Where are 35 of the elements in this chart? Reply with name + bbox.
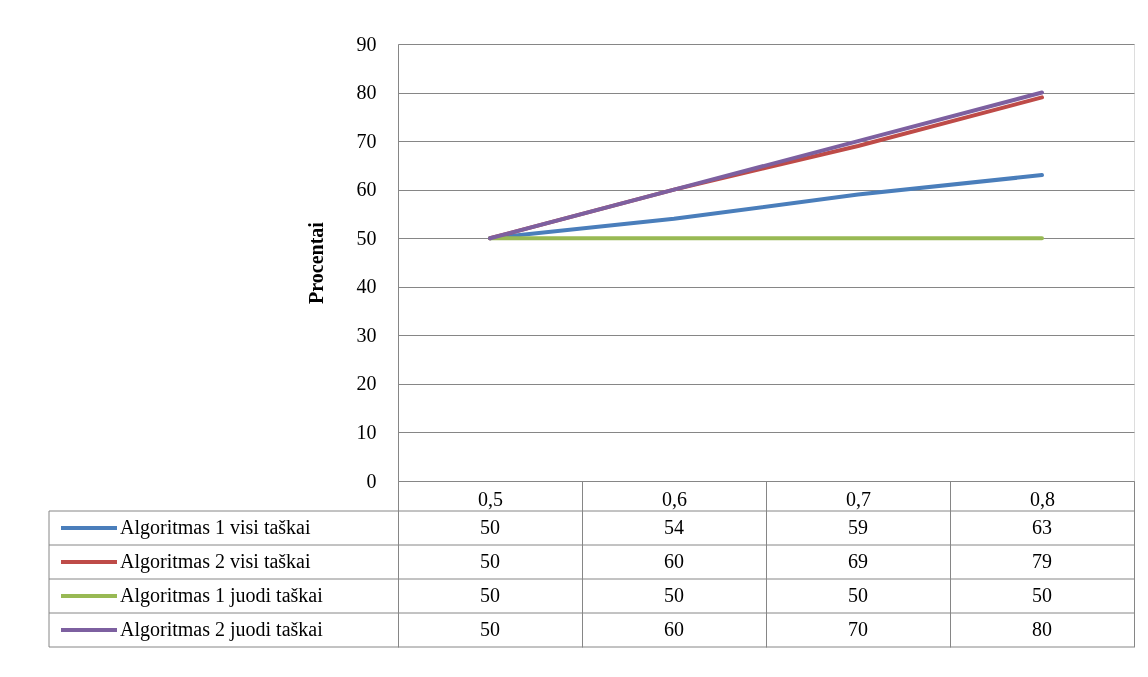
data-label: 63 [1032, 516, 1052, 538]
y-tick-label: 0 [366, 469, 377, 492]
data-label: 60 [664, 550, 684, 572]
data-label: 50 [848, 584, 868, 606]
x-tick-label: 0,8 [1030, 487, 1055, 510]
x-tick-label: 0,5 [478, 487, 503, 510]
data-label: 70 [848, 618, 868, 640]
data-label: 50 [664, 584, 684, 606]
data-label: 79 [1032, 550, 1052, 572]
y-tick-label: 40 [356, 275, 377, 298]
legend-label: Algoritmas 2 juodi taškai [120, 618, 324, 641]
y-tick-label: 80 [356, 81, 377, 104]
legend-label: Algoritmas 1 visi taškai [120, 516, 311, 539]
data-label: 59 [848, 516, 868, 538]
y-tick-label: 50 [356, 226, 377, 249]
data-label: 69 [848, 550, 868, 572]
legend-label: Algoritmas 1 juodi taškai [120, 584, 324, 607]
y-tick-label: 10 [356, 420, 377, 443]
y-tick-label: 30 [356, 323, 377, 346]
y-tick-label: 70 [356, 129, 377, 152]
data-label: 80 [1032, 618, 1052, 640]
data-label: 50 [480, 618, 500, 640]
x-tick-label: 0,6 [662, 487, 687, 510]
y-tick-label: 90 [356, 32, 377, 55]
y-tick-label: 20 [356, 372, 377, 395]
legend-label: Algoritmas 2 visi taškai [120, 550, 311, 573]
data-label: 50 [1032, 584, 1052, 606]
x-tick-label: 0,7 [846, 487, 871, 510]
data-label: 50 [480, 584, 500, 606]
y-axis-title: Procentai [304, 221, 327, 304]
data-label: 60 [664, 618, 684, 640]
data-label: 54 [664, 516, 684, 538]
data-label: 50 [480, 550, 500, 572]
y-tick-label: 60 [356, 178, 377, 201]
data-label: 50 [480, 516, 500, 538]
